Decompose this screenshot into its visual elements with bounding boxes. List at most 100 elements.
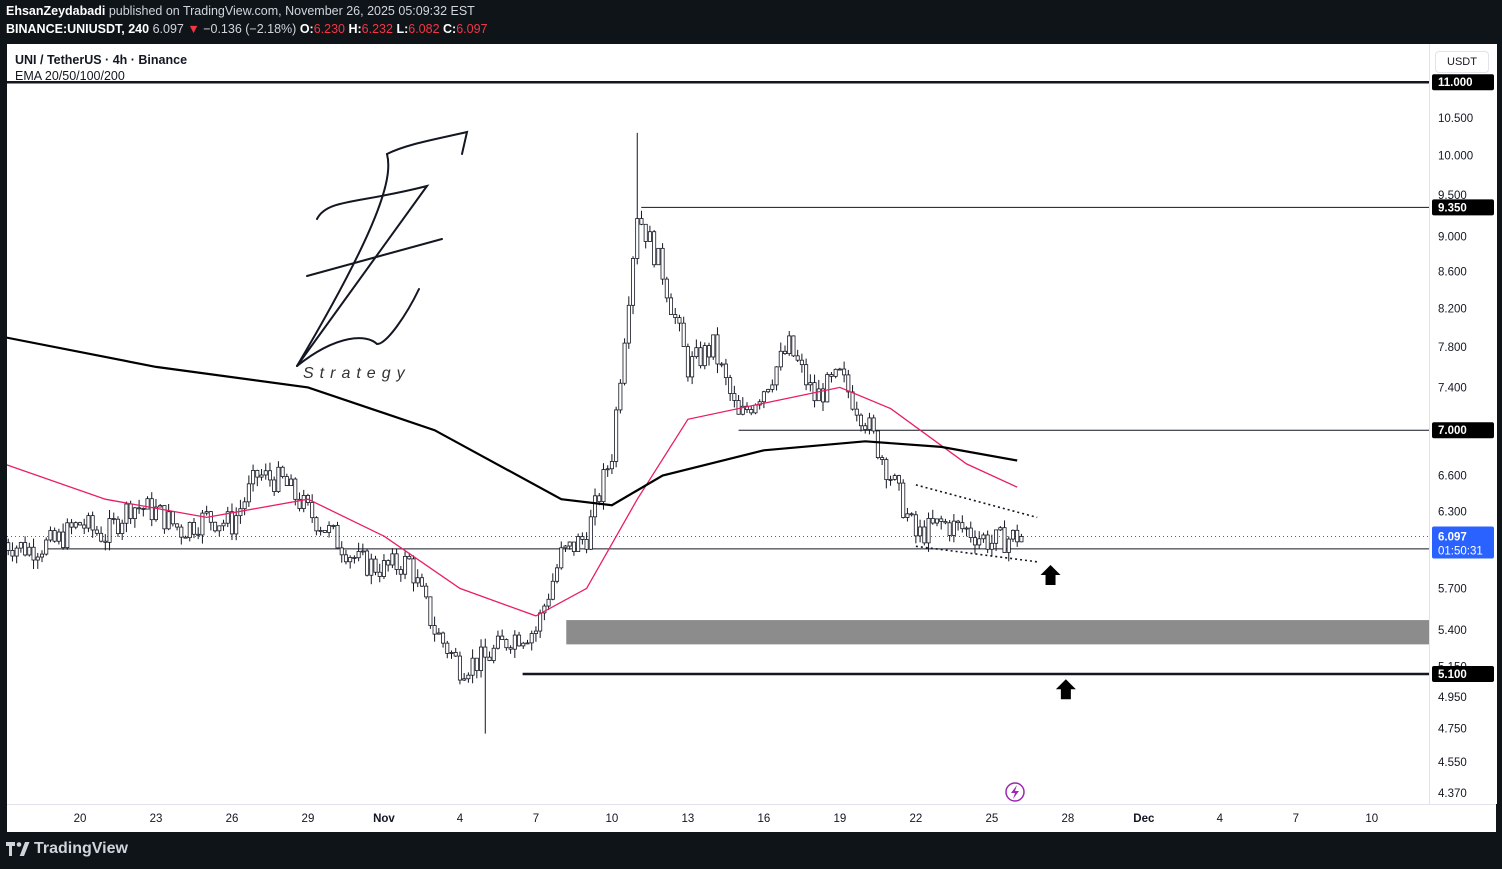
candle-body <box>99 532 104 542</box>
candle-body <box>339 547 344 556</box>
candle-body <box>65 522 70 549</box>
currency-button[interactable]: USDT <box>1435 51 1489 73</box>
candle-body <box>204 511 209 514</box>
candle-body <box>555 567 560 582</box>
candle-body <box>1010 529 1015 540</box>
candle-body <box>943 521 948 524</box>
candle-body <box>626 304 631 344</box>
candle-body <box>462 678 467 681</box>
candle-body <box>242 501 247 510</box>
candle-body <box>175 523 180 528</box>
candle-body <box>749 409 754 414</box>
candle-body <box>533 630 538 634</box>
candle-body <box>740 405 745 415</box>
candle-body <box>766 389 771 393</box>
time-tick: 29 <box>302 813 315 825</box>
candle-body <box>901 482 906 518</box>
author-name[interactable]: EhsanZeydabadi <box>6 4 106 18</box>
level-badge: 5.100 <box>1432 665 1494 682</box>
candle-body <box>753 404 758 414</box>
candle-body <box>694 347 699 358</box>
candle-body <box>512 634 517 650</box>
candle-body <box>39 553 44 558</box>
candle-body <box>251 470 256 485</box>
candle-body <box>137 507 142 510</box>
candle-body <box>635 218 640 259</box>
up-arrow-icon <box>1055 679 1076 700</box>
chart-pane[interactable]: Strategy UNI / TetherUS · 4h · Binance E… <box>7 44 1429 804</box>
candle-body <box>1015 529 1020 543</box>
candle-body <box>132 507 137 520</box>
time-tick: 7 <box>1293 813 1299 825</box>
candle-body <box>149 498 154 521</box>
price-chart[interactable]: Strategy <box>7 44 1429 804</box>
candle-body <box>964 527 969 530</box>
candle-body <box>107 518 112 543</box>
price-tick: 5.700 <box>1438 583 1467 595</box>
candle-body <box>479 646 484 671</box>
candle-body <box>73 522 78 528</box>
candle-body <box>926 517 931 544</box>
candle-body <box>14 547 19 557</box>
candle-body <box>677 317 682 324</box>
time-tick: 4 <box>457 813 464 825</box>
legend-title[interactable]: UNI / TetherUS · 4h · Binance <box>15 53 188 67</box>
candle-body <box>474 657 479 671</box>
candle-body <box>483 646 488 658</box>
candle-body <box>918 526 923 537</box>
candle-body <box>424 585 429 598</box>
candle-body <box>293 478 298 500</box>
candle-body <box>470 657 475 676</box>
price-axis[interactable]: 4.3704.5504.7504.9505.1505.4005.7006.000… <box>1429 44 1497 804</box>
candle-body <box>909 513 914 516</box>
candle-body <box>947 522 952 536</box>
candle-body <box>761 391 766 403</box>
low-label: L: <box>396 22 409 36</box>
time-tick: Nov <box>373 813 395 825</box>
candle-body <box>778 350 783 368</box>
level-badge: 11.000 <box>1432 74 1494 91</box>
candle-body <box>542 605 547 614</box>
candle-body <box>622 342 627 384</box>
candle-body <box>951 520 956 536</box>
candle-body <box>791 335 796 357</box>
level-badge-label: 5.100 <box>1438 669 1467 681</box>
candle-body <box>18 542 23 549</box>
candle-body <box>994 529 999 544</box>
candle-body <box>217 525 222 532</box>
legend-indicator[interactable]: EMA 20/50/100/200 <box>15 69 125 83</box>
candle-body <box>200 512 205 536</box>
candle-body <box>1006 538 1011 553</box>
tradingview-logo[interactable]: TradingView <box>6 840 128 858</box>
strategy-watermark-text: Strategy <box>303 365 411 382</box>
price-tick: 7.800 <box>1438 342 1467 354</box>
candle-body <box>457 655 462 681</box>
candle-body <box>808 382 813 386</box>
triangle-lower-line <box>915 545 1038 563</box>
candle-body <box>880 457 885 460</box>
candle-body <box>584 539 589 550</box>
candle-body <box>972 537 977 546</box>
time-axis[interactable]: 20 23 26 29 Nov 4 7 10 13 16 19 22 25 28 Dec 4 7 10 <box>7 804 1496 832</box>
candle-body <box>280 466 285 477</box>
candle-body <box>647 231 652 242</box>
candle-body <box>846 374 851 393</box>
candle-body <box>812 382 817 402</box>
candle-body <box>196 533 201 536</box>
candle-body <box>61 531 66 549</box>
level-badge: 7.000 <box>1432 422 1494 439</box>
candle-body <box>508 647 513 650</box>
time-tick: 20 <box>74 813 87 825</box>
candle-body <box>407 555 412 560</box>
candle-body <box>331 525 336 527</box>
tradingview-logo-icon <box>6 842 30 856</box>
candle-body <box>432 625 437 635</box>
low-value: 6.082 <box>408 22 440 36</box>
candle-body <box>875 430 880 458</box>
price-tick: 6.600 <box>1438 470 1467 482</box>
time-axis-scale: 20 23 26 29 Nov 4 7 10 13 16 19 22 25 28 Dec 4 7 10 <box>74 813 1379 825</box>
candle-body <box>183 536 188 539</box>
candle-body <box>35 556 40 561</box>
candle-body <box>111 518 116 520</box>
candle-body <box>795 355 800 361</box>
